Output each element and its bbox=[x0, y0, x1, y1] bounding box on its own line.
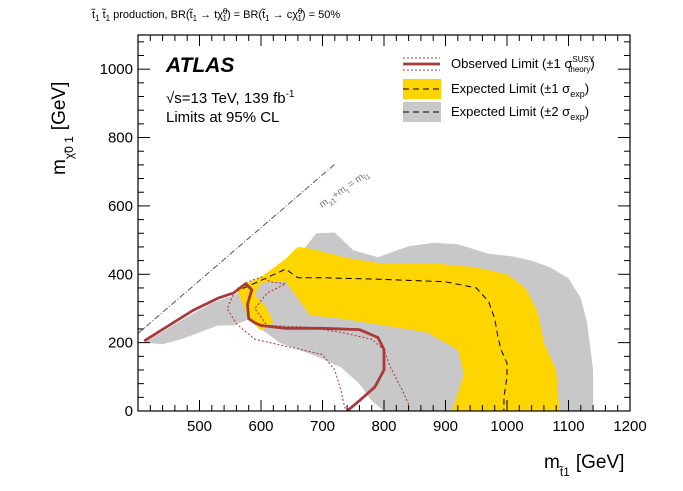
plot-area bbox=[138, 163, 594, 411]
energy-label: √s=13 TeV, 139 fb-1 bbox=[166, 89, 295, 107]
kinematic-diagonal-line bbox=[138, 163, 336, 334]
x-tick-label: 600 bbox=[248, 418, 273, 435]
y-axis-title: mχ̃0 1[GeV] bbox=[49, 82, 76, 175]
band-expected-limit-1 bbox=[236, 246, 560, 411]
legend-observed-text: Observed Limit (±1 σSUSY theory) bbox=[451, 55, 595, 74]
x-tick-label: 500 bbox=[187, 418, 212, 435]
line-expected-limit-central bbox=[242, 268, 508, 411]
chart-title: t̃1 t̃1 production, BR(t̃1 → tχ̃0 1) = BR… bbox=[91, 7, 341, 23]
x-tick-label: 1100 bbox=[552, 418, 584, 435]
legend-expected1-swatch bbox=[403, 79, 441, 99]
y-tick-label: 600 bbox=[108, 198, 133, 215]
y-tick-label: 400 bbox=[108, 266, 133, 283]
line-observed-limit-1-theory bbox=[245, 276, 410, 411]
x-tick-label: 700 bbox=[310, 418, 335, 435]
axis-ticks: 500 600 700 800 900 1000 1100 1200 0 200 400 600 800… bbox=[100, 35, 647, 435]
line-observed-limit bbox=[143, 282, 386, 411]
legend-expected2-text: Expected Limit (±2 σexp) bbox=[451, 104, 589, 122]
x-tick-label: 900 bbox=[433, 418, 458, 435]
legend-expected1-text: Expected Limit (±1 σexp) bbox=[451, 81, 589, 99]
legend-expected2-swatch bbox=[403, 102, 441, 122]
diagonal-label: mχ̃1+mt = mt̃1 bbox=[317, 168, 372, 212]
x-tick-label: 1200 bbox=[613, 418, 646, 435]
x-axis-title: mt̃1 [GeV] bbox=[544, 452, 624, 479]
y-tick-label: 800 bbox=[108, 130, 133, 147]
cl-label: Limits at 95% CL bbox=[166, 109, 279, 126]
y-tick-label: 200 bbox=[108, 335, 133, 352]
y-tick-label: 0 bbox=[125, 403, 133, 420]
atlas-label: ATLAS bbox=[165, 54, 234, 77]
legend: Observed Limit (±1 σSUSY theory) Expected… bbox=[403, 55, 595, 122]
y-tick-label: 1000 bbox=[100, 61, 133, 78]
x-tick-label: 1000 bbox=[490, 418, 523, 435]
x-tick-label: 800 bbox=[371, 418, 396, 435]
